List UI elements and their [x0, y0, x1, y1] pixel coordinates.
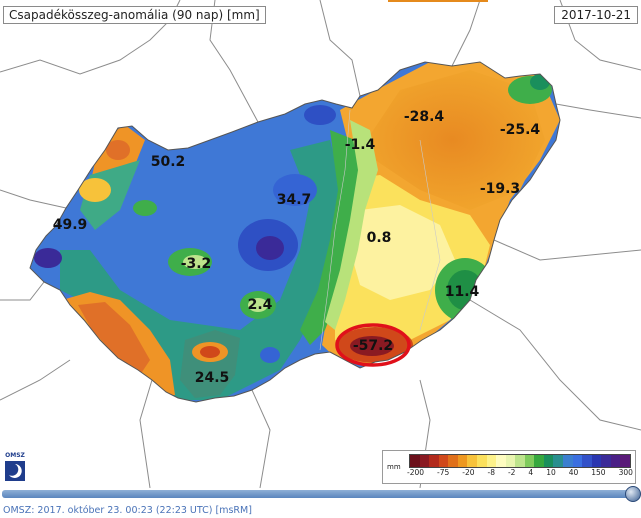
legend-swatch — [572, 455, 583, 467]
map-date[interactable]: 2017-10-21 — [554, 6, 638, 24]
anomaly-map: 50.2 49.9 34.7 -3.2 2.4 24.5 -1.4 -28.4 … — [0, 0, 641, 488]
legend-swatch — [591, 455, 602, 467]
legend-swatch — [610, 455, 621, 467]
logo-text: OMSZ — [5, 452, 25, 459]
value-label: 34.7 — [277, 192, 312, 208]
footer-timestamp: OMSZ: 2017. október 23. 00:23 (22:23 UTC… — [3, 505, 252, 516]
legend-tick-label: 4 — [528, 468, 534, 477]
legend-swatch — [467, 455, 477, 467]
legend-swatch — [476, 455, 487, 467]
value-label: -3.2 — [181, 256, 212, 272]
top-accent-bar — [388, 0, 488, 2]
value-label: 11.4 — [445, 284, 480, 300]
legend-tick-label: 150 — [591, 468, 606, 477]
map-frame: 50.2 49.9 34.7 -3.2 2.4 24.5 -1.4 -28.4 … — [0, 0, 641, 488]
legend-swatch — [410, 455, 420, 467]
value-label: 24.5 — [195, 370, 230, 386]
legend-tick-label: 300 — [618, 468, 633, 477]
map-title: Csapadékösszeg-anomália (90 nap) [mm] — [3, 6, 266, 24]
legend-tick-label: -8 — [487, 468, 495, 477]
legend-swatch — [505, 455, 516, 467]
legend-color-bar — [409, 454, 631, 468]
value-label: -28.4 — [404, 109, 445, 125]
legend-tick-label: -20 — [462, 468, 475, 477]
legend-swatch — [543, 455, 554, 467]
value-label: 0.8 — [367, 230, 392, 246]
legend-swatch — [582, 455, 592, 467]
highlight-circle — [335, 323, 411, 367]
value-label: 49.9 — [53, 217, 88, 233]
legend-swatch — [438, 455, 449, 467]
hungary-anomaly-field — [30, 62, 560, 402]
value-label: -57.2 — [353, 338, 393, 354]
legend-swatch — [563, 455, 573, 467]
legend-tick-label: -200 — [407, 468, 425, 477]
legend-swatch — [553, 455, 563, 467]
time-slider-track[interactable] — [2, 490, 632, 498]
value-label: -1.4 — [345, 137, 376, 153]
legend-swatch — [620, 455, 630, 467]
legend-tick-label: -75 — [437, 468, 450, 477]
legend-ticks: -200 -75 -20 -8 -2 4 10 40 150 300 — [407, 468, 633, 480]
legend-swatch — [524, 455, 535, 467]
logo-swirl-icon — [5, 461, 25, 481]
legend-swatch — [429, 455, 439, 467]
legend-swatch — [486, 455, 497, 467]
time-slider-handle[interactable] — [625, 486, 641, 502]
legend-swatch — [457, 455, 468, 467]
legend-swatch — [419, 455, 430, 467]
legend-tick-label: 10 — [546, 468, 556, 477]
legend-tick-label: 40 — [568, 468, 579, 477]
color-legend: mm -200 -75 -20 -8 -2 4 10 40 150 300 — [382, 450, 636, 484]
value-label: 50.2 — [151, 154, 186, 170]
legend-swatch — [496, 455, 506, 467]
legend-tick-label: -2 — [507, 468, 516, 477]
omsz-logo: OMSZ — [4, 452, 26, 482]
value-label: -19.3 — [480, 181, 520, 197]
legend-swatch — [534, 455, 544, 467]
value-label: -25.4 — [500, 122, 541, 138]
border-lines — [0, 0, 641, 488]
legend-swatch — [448, 455, 458, 467]
legend-swatch — [515, 455, 525, 467]
legend-swatch — [601, 455, 611, 467]
legend-unit: mm — [387, 463, 401, 471]
value-labels: 50.2 49.9 34.7 -3.2 2.4 24.5 -1.4 -28.4 … — [53, 109, 541, 386]
value-label: 2.4 — [248, 297, 273, 313]
